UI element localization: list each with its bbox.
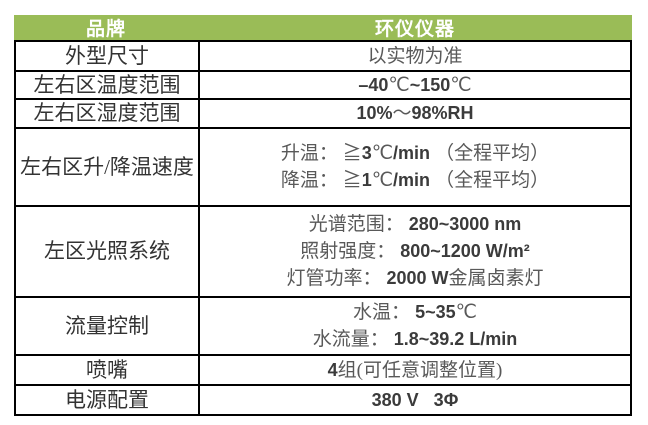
spec-value-line: 降温： ≧1℃/min （全程平均） bbox=[280, 170, 550, 191]
spec-value-line: 4组(可任意调整位置) bbox=[327, 359, 503, 381]
header-brand-label: 品牌 bbox=[85, 19, 126, 40]
spec-value: 10%～98%RH bbox=[200, 100, 630, 127]
table-row-humidity-range: 左右区湿度范围 10%～98%RH bbox=[16, 98, 630, 127]
spec-label: 外型尺寸 bbox=[16, 42, 200, 70]
spec-value: 光谱范围： 280~3000 nm 照射强度： 800~1200 W/m² 灯管… bbox=[200, 207, 630, 296]
table-row-lighting-system: 左区光照系统 光谱范围： 280~3000 nm 照射强度： 800~1200 … bbox=[16, 205, 630, 296]
spec-value-line: 光谱范围： 280~3000 nm bbox=[308, 214, 522, 235]
table-row-nozzle: 喷嘴 4组(可任意调整位置) bbox=[16, 354, 630, 384]
spec-value-line: 水温： 5~35℃ bbox=[353, 302, 477, 323]
spec-label: 左区光照系统 bbox=[16, 207, 200, 296]
spec-value: –40℃~150℃ bbox=[200, 72, 630, 98]
table-header-row: 品牌 环仪仪器 bbox=[14, 15, 632, 40]
table-row-power-config: 电源配置 380 V 3Φ bbox=[16, 384, 630, 414]
spec-label: 左右区湿度范围 bbox=[16, 100, 200, 127]
table-row-dimensions: 外型尺寸 以实物为准 bbox=[16, 42, 630, 70]
table-row-flow-control: 流量控制 水温： 5~35℃ 水流量： 1.8~39.2 L/min bbox=[16, 296, 630, 354]
spec-table: 品牌 环仪仪器 外型尺寸 以实物为准 左右区温度范围 –40℃~150℃ 左右区… bbox=[14, 15, 632, 416]
spec-label: 左右区温度范围 bbox=[16, 72, 200, 98]
table-row-heating-cooling-rate: 左右区升/降温速度 升温： ≧3℃/min （全程平均） 降温： ≧1℃/min… bbox=[16, 127, 630, 205]
spec-label: 喷嘴 bbox=[16, 356, 200, 384]
spec-label: 左右区升/降温速度 bbox=[16, 129, 200, 205]
spec-value-line: –40℃~150℃ bbox=[358, 74, 472, 96]
spec-value: 升温： ≧3℃/min （全程平均） 降温： ≧1℃/min （全程平均） bbox=[200, 129, 630, 205]
spec-value-line: 灯管功率： 2000 W金属卤素灯 bbox=[286, 268, 544, 289]
spec-label: 流量控制 bbox=[16, 298, 200, 354]
spec-value-line: 升温： ≧3℃/min （全程平均） bbox=[280, 143, 550, 164]
spec-value-line: 380 V 3Φ bbox=[371, 389, 459, 410]
spec-value: 以实物为准 bbox=[200, 42, 630, 70]
spec-value-line: 以实物为准 bbox=[367, 45, 463, 67]
spec-value-line: 10%～98%RH bbox=[356, 103, 474, 124]
spec-value: 水温： 5~35℃ 水流量： 1.8~39.2 L/min bbox=[200, 298, 630, 354]
spec-value: 380 V 3Φ bbox=[200, 386, 630, 414]
table-row-temperature-range: 左右区温度范围 –40℃~150℃ bbox=[16, 70, 630, 98]
spec-value: 4组(可任意调整位置) bbox=[200, 356, 630, 384]
spec-label: 电源配置 bbox=[16, 386, 200, 414]
table-body: 外型尺寸 以实物为准 左右区温度范围 –40℃~150℃ 左右区湿度范围 10%… bbox=[14, 40, 632, 416]
spec-value-line: 照射强度： 800~1200 W/m² bbox=[300, 241, 530, 262]
header-brand-value: 环仪仪器 bbox=[374, 19, 455, 40]
spec-value-line: 水流量： 1.8~39.2 L/min bbox=[312, 329, 518, 350]
